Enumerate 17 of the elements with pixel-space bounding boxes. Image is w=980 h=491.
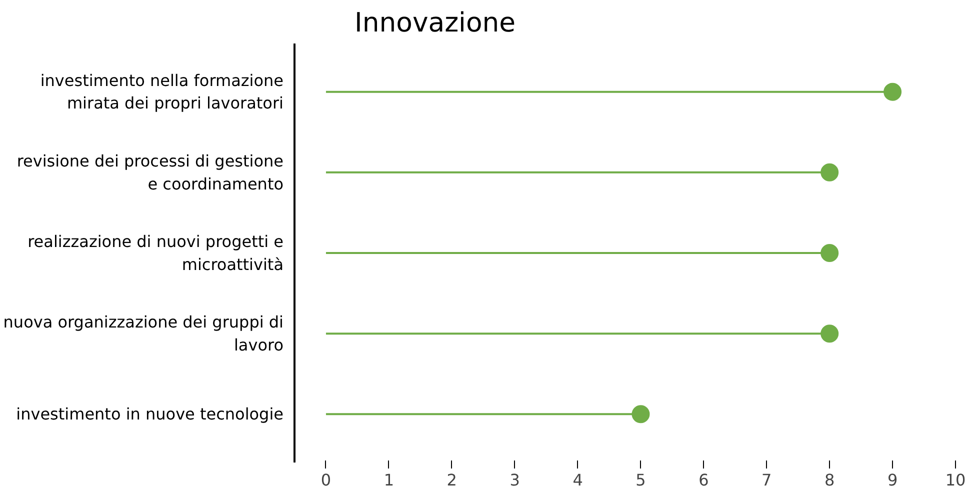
x-tick-label: 4 [572,470,583,490]
x-tick-label: 9 [887,470,898,490]
x-tick-label: 1 [384,470,394,490]
x-tick-label: 7 [762,470,772,490]
y-tick-label: nuova organizzazione dei gruppi di lavoro [3,312,284,354]
x-tick-label: 10 [945,470,966,490]
y-tick-label: realizzazione di nuovi progetti e microattività [28,232,284,274]
y-tick-label: investimento in nuove tecnologie [16,404,284,424]
y-tick-label: investimento nella formazione mirata dei propri lavoratori [40,70,284,113]
x-tick-label: 2 [446,470,457,490]
x-tick-label: 5 [636,470,646,490]
y-tick-label: revisione dei processi di gestione e coordinamento [16,152,284,194]
chart-title: Innovazione [354,8,516,38]
x-tick-label: 8 [824,470,835,490]
x-tick-label: 0 [320,470,332,490]
x-tick-label: 3 [510,470,520,490]
x-tick-label: 6 [698,470,709,490]
